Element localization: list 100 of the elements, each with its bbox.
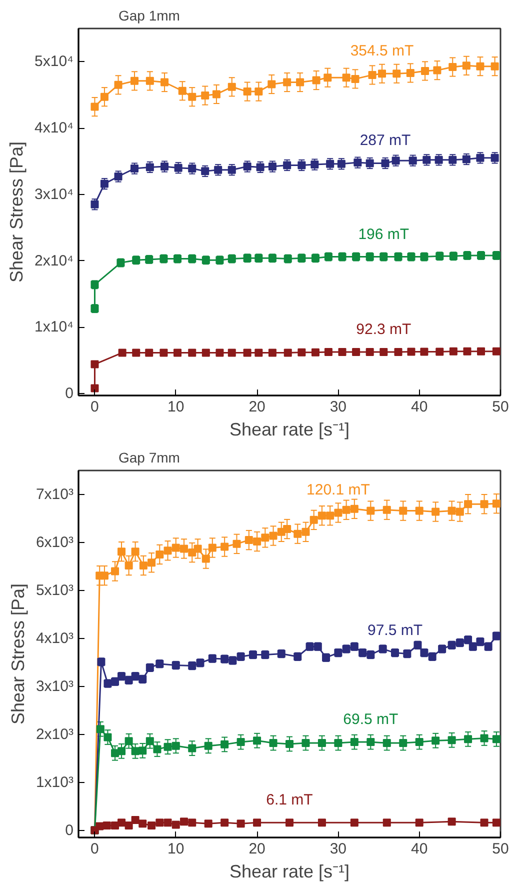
point (90, 102, 99, 111)
point (456, 508, 464, 516)
point (180, 544, 188, 553)
point (366, 738, 375, 746)
point (302, 528, 310, 536)
point (326, 160, 334, 168)
point (138, 820, 147, 828)
point (380, 348, 388, 356)
point (254, 88, 263, 96)
point (172, 742, 180, 750)
point (318, 738, 326, 747)
point (90, 384, 99, 392)
point (311, 348, 320, 356)
point (156, 818, 164, 827)
point (188, 164, 196, 173)
x-tick-label: 50 (492, 398, 509, 416)
y-tick-label: 6x10³ (36, 534, 74, 551)
point (102, 822, 111, 830)
point (220, 818, 229, 827)
point (138, 675, 147, 684)
point (216, 348, 224, 357)
point (164, 818, 172, 827)
point (318, 818, 326, 827)
point (172, 820, 180, 829)
point (243, 348, 252, 357)
x-tick-label: 20 (248, 398, 266, 416)
series-label: 120.1 mT (306, 482, 370, 499)
point (366, 159, 374, 168)
point (202, 554, 210, 563)
point (204, 820, 212, 828)
point (201, 92, 210, 100)
point (462, 62, 470, 70)
point (261, 534, 270, 542)
point (350, 504, 358, 513)
point (268, 348, 276, 357)
point (253, 736, 262, 745)
x-tick-label: 10 (168, 398, 184, 416)
point (188, 744, 196, 752)
point (268, 162, 276, 171)
point (201, 167, 210, 176)
point (146, 76, 154, 85)
point (269, 532, 278, 540)
point (208, 544, 216, 552)
y-tick-label: 1x10⁴ (34, 318, 74, 336)
x-tick-label: 50 (492, 840, 509, 858)
point (118, 548, 126, 556)
point (146, 163, 154, 172)
point (232, 540, 241, 548)
point (296, 78, 304, 86)
point (118, 818, 126, 827)
point (342, 506, 350, 514)
point (448, 506, 456, 515)
point (178, 86, 186, 95)
point (392, 156, 400, 165)
y-tick-label: 7x10³ (36, 486, 74, 503)
point (407, 348, 416, 356)
point (111, 822, 120, 830)
point (283, 525, 292, 534)
point (392, 70, 401, 78)
point (100, 572, 108, 580)
point (172, 544, 180, 552)
point (368, 70, 376, 79)
x-tick-label: 30 (330, 840, 347, 858)
point (244, 536, 253, 544)
point (204, 742, 212, 750)
series-label: 287 mT (360, 132, 411, 150)
point (378, 70, 386, 78)
point (124, 737, 133, 746)
point (310, 160, 319, 169)
x-tick-label: 40 (411, 840, 428, 858)
point (436, 348, 444, 356)
series-label: 69.5 mT (343, 711, 398, 728)
point (448, 736, 456, 744)
point (415, 738, 424, 746)
point (118, 747, 126, 756)
point (352, 348, 360, 356)
y-tick-label: 5x10⁴ (34, 53, 74, 70)
point (342, 74, 350, 82)
point (214, 166, 222, 174)
point (492, 347, 500, 356)
point (484, 642, 492, 651)
point (449, 347, 458, 356)
series-label: 354.5 mT (350, 42, 414, 60)
point (236, 738, 245, 746)
point (406, 68, 414, 77)
point (194, 544, 202, 553)
x-tick-label: 40 (411, 398, 428, 416)
point (160, 78, 169, 86)
series-label: 97.5 mT (367, 622, 423, 639)
point (153, 745, 162, 754)
point (408, 156, 417, 165)
point (286, 740, 294, 748)
point (432, 508, 440, 516)
point (268, 80, 276, 88)
point (130, 164, 138, 173)
point (334, 508, 342, 517)
y-tick-label: 1x10³ (36, 774, 74, 791)
y-tick-label: 3x10⁴ (34, 186, 74, 203)
point (480, 500, 488, 508)
point (124, 676, 133, 684)
